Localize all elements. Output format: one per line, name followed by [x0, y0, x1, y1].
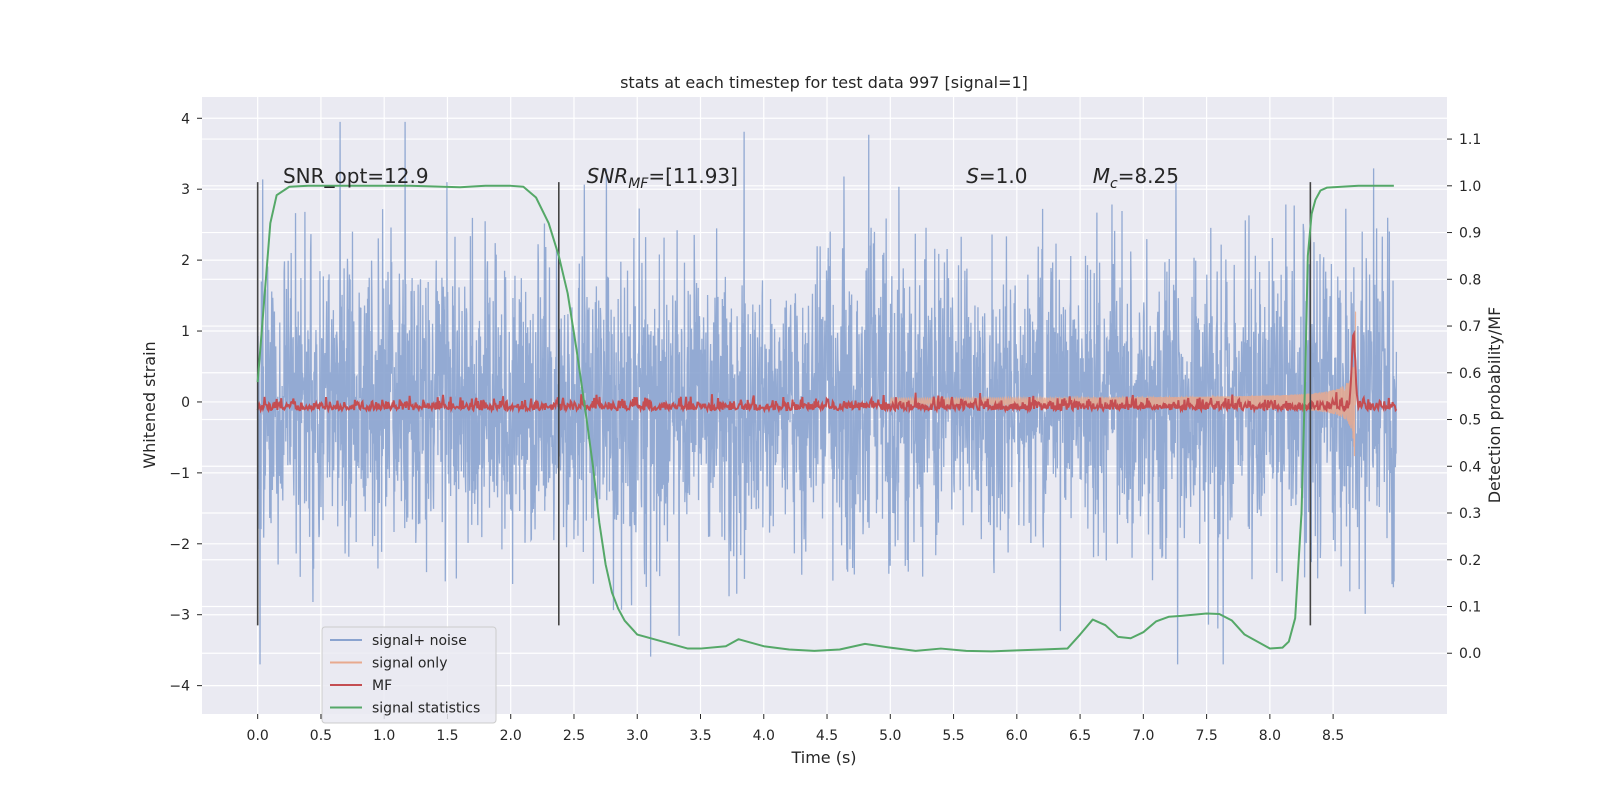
- x-tick-label: 1.5: [436, 728, 458, 744]
- y-right-tick-label: 0.3: [1459, 506, 1481, 522]
- legend-entry-label: signal only: [372, 656, 447, 672]
- y-left-tick-label: 4: [181, 111, 190, 127]
- y-axis-right-label: Detection probability/MF: [1485, 307, 1504, 504]
- x-tick-label: 0.5: [310, 728, 332, 744]
- y-right-tick-label: 0.0: [1459, 646, 1481, 662]
- x-tick-label: 2.5: [563, 728, 585, 744]
- x-tick-label: 6.5: [1069, 728, 1091, 744]
- y-right-tick-label: 1.0: [1459, 179, 1481, 195]
- legend-entry-label: MF: [372, 678, 392, 694]
- legend: signal+ noise signal only MF signal statist…: [321, 626, 497, 724]
- x-tick-label: 3.5: [689, 728, 711, 744]
- series-signal-noise: [257, 121, 1398, 665]
- x-tick-label: 8.5: [1322, 728, 1344, 744]
- y-right-tick-label: 0.9: [1459, 226, 1481, 242]
- y-right-tick-label: 0.6: [1459, 366, 1481, 382]
- x-tick-label: 7.5: [1195, 728, 1217, 744]
- x-axis-ticks: 0.0 0.5 1.0 1.5 2.0 2.5 3.0 3.5 4.0 4.5 5.0 5.5 6.0 6…: [247, 714, 1344, 744]
- x-tick-label: 5.0: [879, 728, 901, 744]
- signal-statistics-line: [256, 184, 1394, 653]
- x-tick-label: 2.0: [500, 728, 522, 744]
- annotations: SNR_opt=12.9 SNRMF=[11.93] S=1.0 Mc=8.25: [283, 164, 1179, 192]
- y-right-tick-label: 0.2: [1459, 553, 1481, 569]
- y-right-tick-label: 1.1: [1459, 132, 1481, 148]
- y-left-tick-label: 1: [181, 324, 190, 340]
- annotation-label: SNRMF=[11.93]: [587, 164, 738, 192]
- x-tick-label: 4.5: [816, 728, 838, 744]
- x-tick-label: 6.0: [1006, 728, 1028, 744]
- annotation-label: SNR_opt=12.9: [283, 164, 429, 188]
- y-left-tick-label: −4: [169, 679, 190, 695]
- x-tick-label: 8.0: [1259, 728, 1281, 744]
- y-left-tick-label: 3: [181, 182, 190, 198]
- series-signal-statistics: [256, 184, 1394, 653]
- y-left-tick-label: −3: [169, 608, 190, 624]
- y-right-tick-label: 0.7: [1459, 319, 1481, 335]
- y-left-tick-label: −2: [169, 537, 190, 553]
- x-tick-label: 7.0: [1132, 728, 1154, 744]
- x-tick-label: 1.0: [373, 728, 395, 744]
- y-axis-left-ticks: 4 3 2 1 0 −1 −2 −3 −4: [169, 111, 202, 695]
- annotation-label: S=1.0: [966, 164, 1027, 188]
- x-axis-label: Time (s): [790, 748, 856, 767]
- x-tick-label: 4.0: [753, 728, 775, 744]
- legend-entry-label: signal statistics: [372, 701, 480, 717]
- chart-title: stats at each timestep for test data 997…: [620, 73, 1028, 92]
- y-axis-right-ticks: 1.1 1.0 0.9 0.8 0.7 0.6 0.5 0.4 0.3 0.2 0.1 0.0: [1447, 132, 1481, 662]
- y-right-tick-label: 0.4: [1459, 459, 1481, 475]
- y-right-tick-label: 0.5: [1459, 413, 1481, 429]
- y-left-tick-label: 0: [181, 395, 190, 411]
- mf-line: [256, 330, 1398, 415]
- y-right-tick-label: 0.1: [1459, 599, 1481, 615]
- x-tick-label: 3.0: [626, 728, 648, 744]
- legend-box: [321, 626, 497, 724]
- annotation-label: Mc=8.25: [1093, 164, 1179, 192]
- x-tick-label: 5.5: [942, 728, 964, 744]
- y-axis-left-label: Whitened strain: [140, 341, 159, 468]
- signal-noise-line: [257, 121, 1398, 665]
- x-tick-label: 0.0: [247, 728, 269, 744]
- series-mf: [256, 330, 1398, 415]
- y-right-tick-label: 0.8: [1459, 272, 1481, 288]
- legend-entry-label: signal+ noise: [372, 633, 467, 649]
- y-left-tick-label: 2: [181, 253, 190, 269]
- y-left-tick-label: −1: [169, 466, 190, 482]
